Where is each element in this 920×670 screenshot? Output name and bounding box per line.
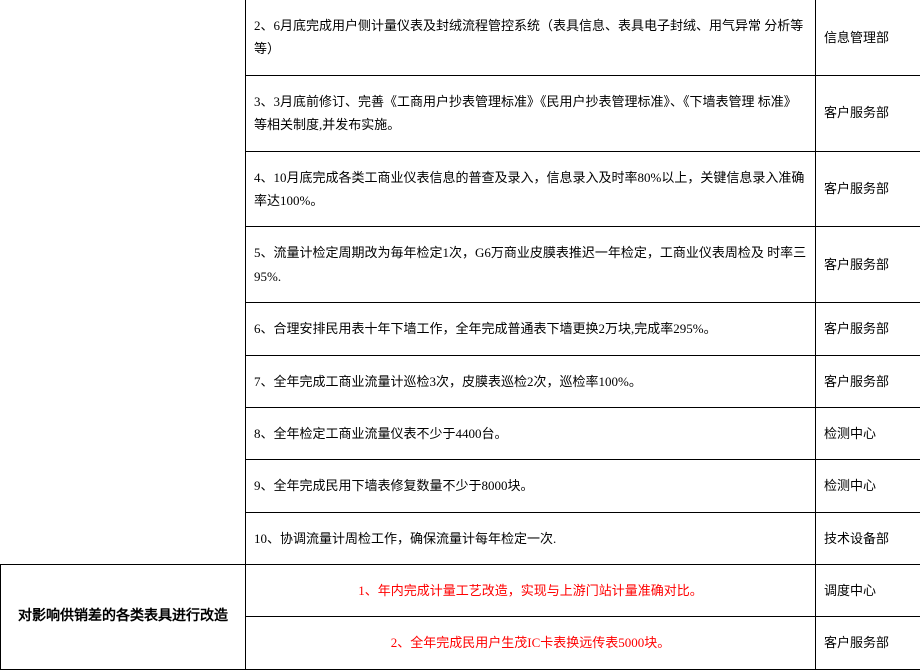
- task-cell: 5、流量计检定周期改为毎年检定1次，G6万商业皮膜表推迟一年检定，工商业仪表周检…: [246, 227, 816, 303]
- dept-cell: 客户服务部: [816, 355, 920, 407]
- dept-cell: 客户服务部: [816, 75, 920, 151]
- left-cell-empty: [1, 355, 246, 407]
- task-cell: 2、6月底完成用户侧计量仪表及封绒流程管控系统（表具信息、表具电子封绒、用气异常…: [246, 0, 816, 75]
- table-row: 对影响供销差的各类表具进行改造 1、年内完成计量工艺改造，实现与上游门站计量准确…: [1, 565, 920, 617]
- left-cell-empty: [1, 303, 246, 355]
- table-row: 8、全年检定工商业流量仪表不少于4400台。 检测中心: [1, 407, 920, 459]
- dept-cell: 检测中心: [816, 407, 920, 459]
- task-table: 2、6月底完成用户侧计量仪表及封绒流程管控系统（表具信息、表具电子封绒、用气异常…: [0, 0, 920, 670]
- dept-cell: 调度中心: [816, 565, 920, 617]
- left-cell-empty: [1, 460, 246, 512]
- dept-cell: 客户服务部: [816, 227, 920, 303]
- left-cell-empty: [1, 75, 246, 151]
- section-header-cell: 对影响供销差的各类表具进行改造: [1, 565, 246, 670]
- left-cell-empty: [1, 407, 246, 459]
- task-cell: 3、3月底前修订、完善《工商用户抄表管理标准》《民用户抄表管理标准》、《下墙表管…: [246, 75, 816, 151]
- left-cell-empty: [1, 151, 246, 227]
- table-row: 10、协调流量计周检工作，确保流量计每年检定一次. 技术设备部: [1, 512, 920, 564]
- table-row: 9、全年完成民用下墙表修复数量不少于8000块。 检测中心: [1, 460, 920, 512]
- dept-cell: 检测中心: [816, 460, 920, 512]
- left-cell-empty: [1, 512, 246, 564]
- dept-cell: 技术设备部: [816, 512, 920, 564]
- task-cell: 9、全年完成民用下墙表修复数量不少于8000块。: [246, 460, 816, 512]
- table-row: 4、10月底完成各类工商业仪表信息的普查及录入，信息录入及时率80%以上，关键信…: [1, 151, 920, 227]
- task-cell: 7、全年完成工商业流量计巡检3次，皮膜表巡检2次，巡检率100%。: [246, 355, 816, 407]
- left-cell-empty: [1, 227, 246, 303]
- table-row: 3、3月底前修订、完善《工商用户抄表管理标准》《民用户抄表管理标准》、《下墙表管…: [1, 75, 920, 151]
- task-cell: 2、全年完成民用户生茂IC卡表换远传表5000块。: [246, 617, 816, 669]
- table-row: 2、6月底完成用户侧计量仪表及封绒流程管控系统（表具信息、表具电子封绒、用气异常…: [1, 0, 920, 75]
- task-cell: 8、全年检定工商业流量仪表不少于4400台。: [246, 407, 816, 459]
- dept-cell: 客户服务部: [816, 303, 920, 355]
- task-cell: 4、10月底完成各类工商业仪表信息的普查及录入，信息录入及时率80%以上，关键信…: [246, 151, 816, 227]
- dept-cell: 客户服务部: [816, 151, 920, 227]
- table-row: 7、全年完成工商业流量计巡检3次，皮膜表巡检2次，巡检率100%。 客户服务部: [1, 355, 920, 407]
- dept-cell: 信息管理部: [816, 0, 920, 75]
- table-row: 6、合理安排民用表十年下墙工作，全年完成普通表下墙更换2万块,完成率295%。 …: [1, 303, 920, 355]
- task-cell: 6、合理安排民用表十年下墙工作，全年完成普通表下墙更换2万块,完成率295%。: [246, 303, 816, 355]
- task-cell: 1、年内完成计量工艺改造，实现与上游门站计量准确对比。: [246, 565, 816, 617]
- left-cell-empty: [1, 0, 246, 75]
- table-row: 5、流量计检定周期改为毎年检定1次，G6万商业皮膜表推迟一年检定，工商业仪表周检…: [1, 227, 920, 303]
- task-cell: 10、协调流量计周检工作，确保流量计每年检定一次.: [246, 512, 816, 564]
- dept-cell: 客户服务部: [816, 617, 920, 669]
